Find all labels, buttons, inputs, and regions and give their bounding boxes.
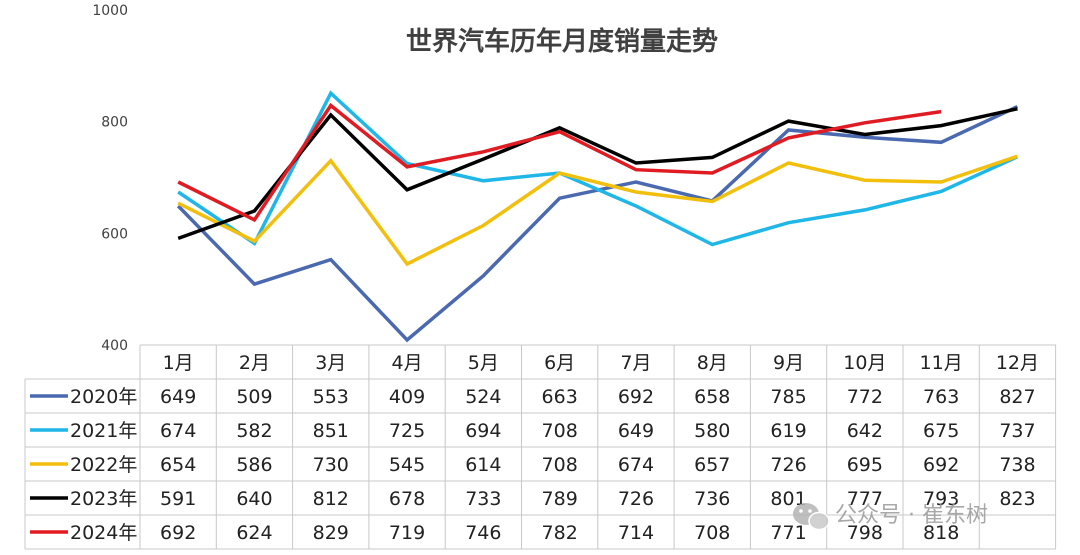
data-label: 640 [236,488,272,510]
data-label: 654 [160,454,196,476]
series-line [177,107,1018,241]
series-line [176,105,1019,343]
x-tick-label: 3月 [315,352,346,374]
data-label: 692 [923,454,959,476]
data-label: 851 [313,420,349,442]
data-label: 738 [999,454,1035,476]
y-tick-label: 800 [101,115,128,131]
chart-title: 世界汽车历年月度销量走势 [406,26,718,57]
legend-label: 2021年 [70,420,137,442]
data-label: 582 [236,420,272,442]
data-label: 746 [465,522,501,544]
y-axis: 400 600 800 1000 [92,3,128,354]
data-label: 736 [694,488,730,510]
data-label: 763 [923,386,959,408]
data-label: 619 [770,420,806,442]
y-tick-label: 1000 [92,3,128,19]
data-label: 782 [542,522,578,544]
data-label: 708 [542,454,578,476]
data-label: 726 [770,454,806,476]
data-label: 649 [160,386,196,408]
data-label: 614 [465,454,501,476]
x-tick-label: 7月 [620,352,651,374]
data-label: 725 [389,420,425,442]
data-label: 642 [847,420,883,442]
data-label: 818 [923,522,959,544]
x-tick-label: 12月 [996,352,1039,374]
y-tick-label: 400 [101,338,128,354]
x-tick-label: 6月 [544,352,575,374]
data-label: 823 [999,488,1035,510]
watermark-text: 公众号 · 崔东树 [835,503,988,528]
legend-label: 2023年 [70,488,137,510]
data-label: 730 [313,454,349,476]
series-line [177,90,1019,247]
data-label: 737 [999,420,1035,442]
data-label: 553 [313,386,349,408]
x-tick-label: 9月 [773,352,804,374]
data-label: 829 [313,522,349,544]
data-label: 524 [465,386,501,408]
legend-label: 2022年 [70,454,137,476]
data-label: 591 [160,488,196,510]
legend-label: 2024年 [70,522,137,544]
data-label: 719 [389,522,425,544]
x-tick-label: 5月 [468,352,499,374]
data-label: 777 [847,488,883,510]
data-label: 692 [618,386,654,408]
series-lines [176,90,1019,343]
data-label: 733 [465,488,501,510]
data-label: 785 [770,386,806,408]
y-tick-label: 600 [101,226,128,242]
legend-label: 2020年 [70,386,137,408]
data-label: 586 [236,454,272,476]
data-label: 771 [770,522,806,544]
data-label: 545 [389,454,425,476]
x-tick-label: 4月 [392,352,423,374]
data-table: 1月 2月 3月 4月 5月 6月 7月 8月 9月 10月 11月 12月 2020年 649 509 55… [24,344,1057,550]
data-label: 789 [542,488,578,510]
wechat-icon [793,503,830,531]
data-label: 675 [923,420,959,442]
data-label: 674 [160,420,196,442]
data-label: 812 [313,488,349,510]
data-label: 678 [389,488,425,510]
data-label: 674 [618,454,654,476]
data-label: 657 [694,454,730,476]
x-tick-label: 1月 [163,352,194,374]
data-label: 509 [236,386,272,408]
data-label: 694 [465,420,501,442]
data-label: 624 [236,522,272,544]
data-label: 695 [847,454,883,476]
watermark: 公众号 · 崔东树 [793,503,988,531]
data-label: 692 [160,522,196,544]
data-label: 798 [847,522,883,544]
data-label: 772 [847,386,883,408]
series-line [177,154,1018,267]
data-label: 580 [694,420,730,442]
data-label: 409 [389,386,425,408]
data-label: 663 [542,386,578,408]
series-line [177,102,942,223]
data-label: 801 [770,488,806,510]
data-label: 714 [618,522,654,544]
data-label: 708 [694,522,730,544]
x-tick-label: 11月 [920,352,963,374]
data-label: 726 [618,488,654,510]
x-tick-label: 10月 [843,352,886,374]
x-tick-label: 8月 [697,352,728,374]
data-label: 708 [542,420,578,442]
data-label: 827 [999,386,1035,408]
x-tick-label: 2月 [239,352,270,374]
data-label: 658 [694,386,730,408]
data-label: 649 [618,420,654,442]
data-label: 793 [923,488,959,510]
